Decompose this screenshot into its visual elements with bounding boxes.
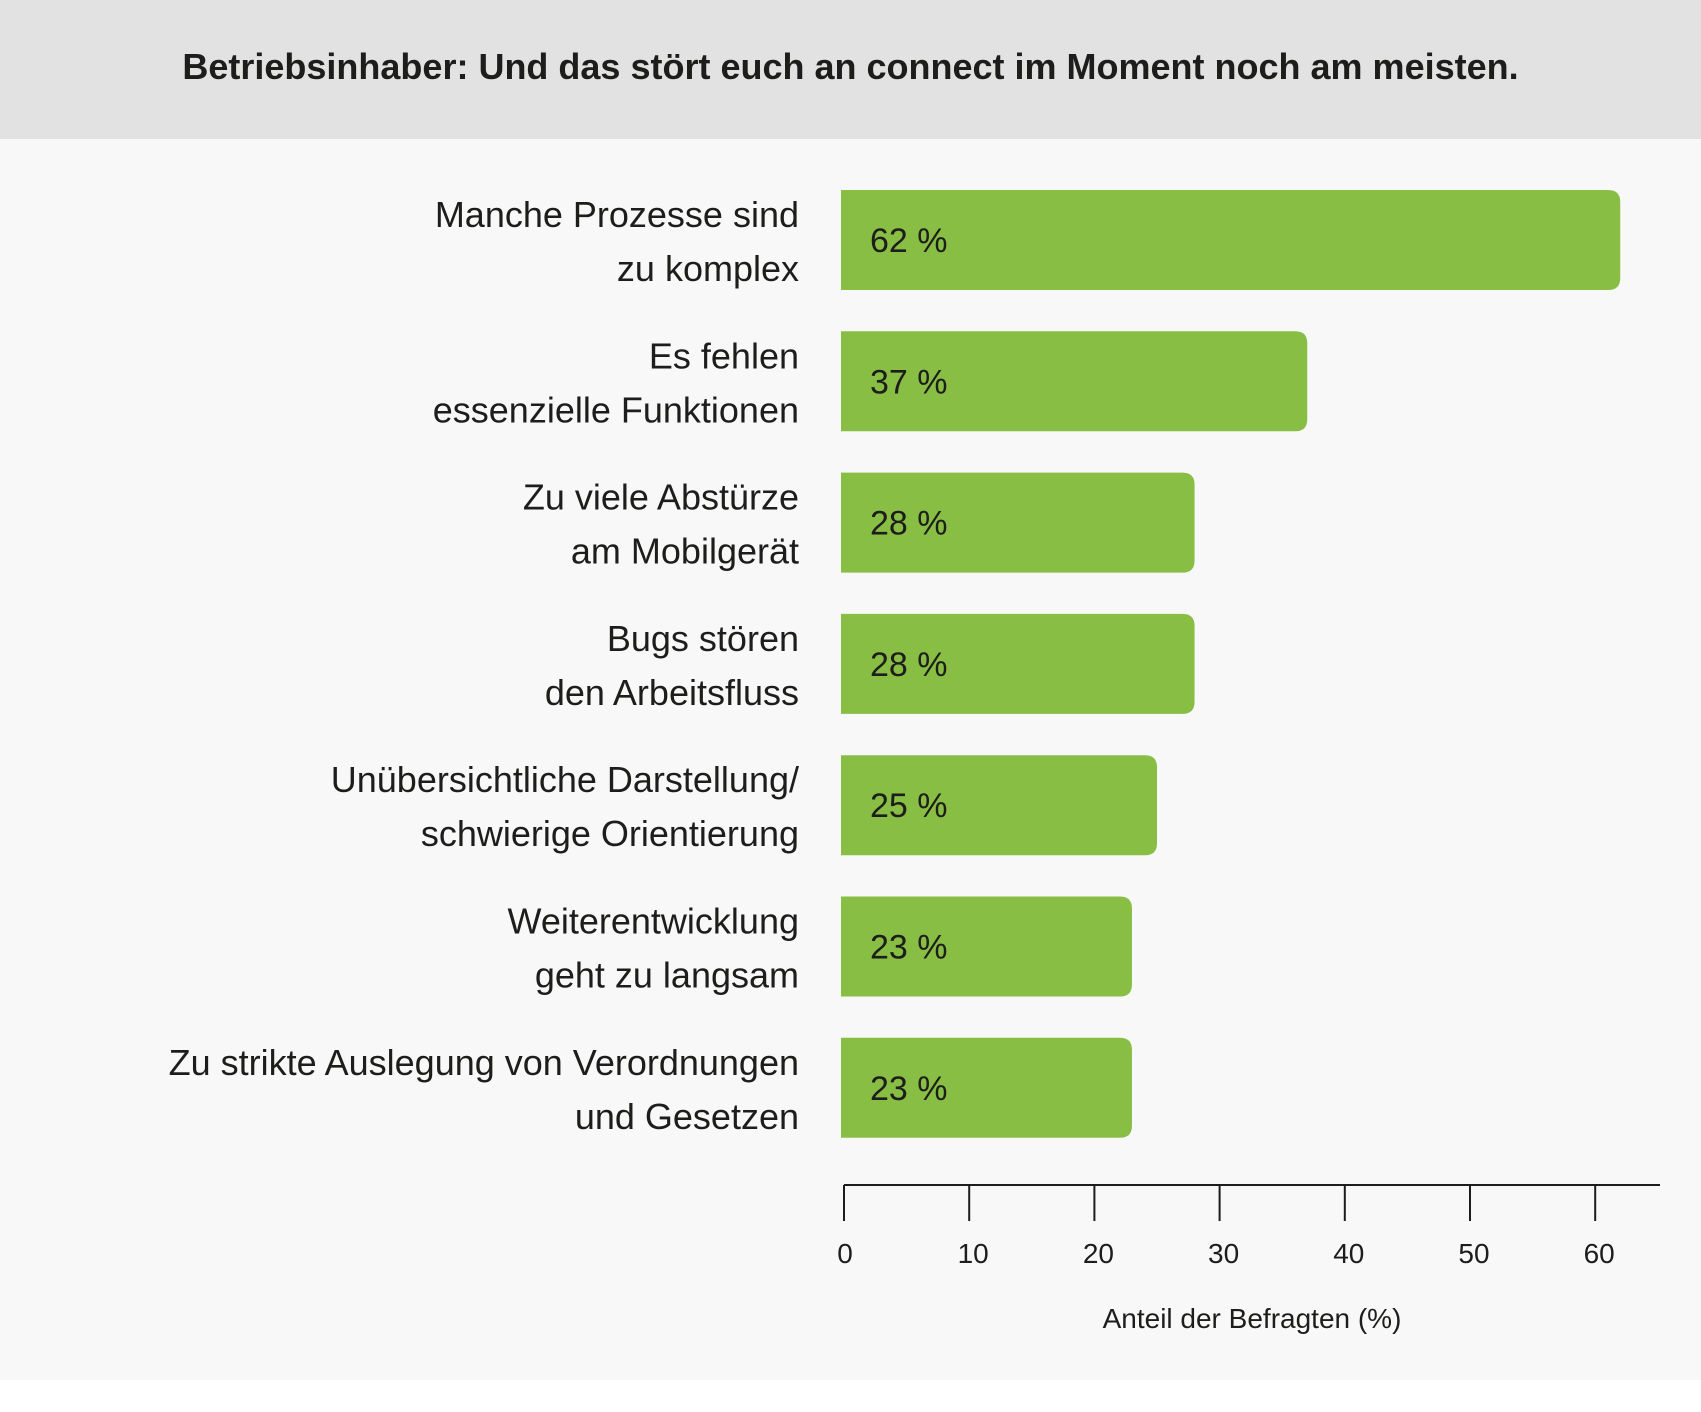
category-label: geht zu langsam [535,955,799,996]
bar [841,755,1157,856]
chart-header: Betriebsinhaber: Und das stört euch an c… [0,0,1701,139]
category-label: Weiterentwicklung [508,901,799,942]
bar-value-label: 23 % [870,1070,948,1108]
category-label: und Gesetzen [575,1096,799,1137]
x-axis-title: Anteil der Befragten (%) [1103,1303,1402,1334]
bar [841,1037,1132,1138]
bar [841,472,1195,573]
x-tick-label: 40 [1333,1238,1364,1269]
category-label: schwierige Orientierung [421,813,799,854]
chart-title: Betriebsinhaber: Und das stört euch an c… [182,46,1519,87]
category-label: Manche Prozesse sind [435,194,799,235]
bar-value-label: 62 % [870,222,948,260]
category-label: Zu viele Abstürze [523,477,799,518]
category-label: Es fehlen [649,335,799,376]
category-label: Zu strikte Auslegung von Verordnungen [169,1042,799,1083]
x-tick-label: 60 [1584,1238,1615,1269]
category-label: zu komplex [617,248,799,289]
x-tick-label: 50 [1458,1238,1489,1269]
bar-value-label: 28 % [870,505,948,543]
bar-value-label: 23 % [870,929,948,967]
bar-value-label: 37 % [870,363,948,401]
bar-value-label: 28 % [870,646,948,684]
bar [841,331,1308,432]
category-label: essenzielle Funktionen [433,389,799,430]
x-tick-label: 0 [837,1238,853,1269]
bar [841,190,1621,290]
category-label: Bugs stören [607,618,799,659]
x-tick-label: 30 [1208,1238,1239,1269]
x-tick-label: 10 [958,1238,989,1269]
bar [841,896,1132,997]
x-tick-label: 20 [1083,1238,1114,1269]
category-label: den Arbeitsfluss [545,672,799,713]
bar [841,613,1195,714]
bar-value-label: 25 % [870,787,948,825]
category-label: am Mobilgerät [571,531,799,572]
category-label: Unübersichtliche Darstellung/ [331,759,799,800]
